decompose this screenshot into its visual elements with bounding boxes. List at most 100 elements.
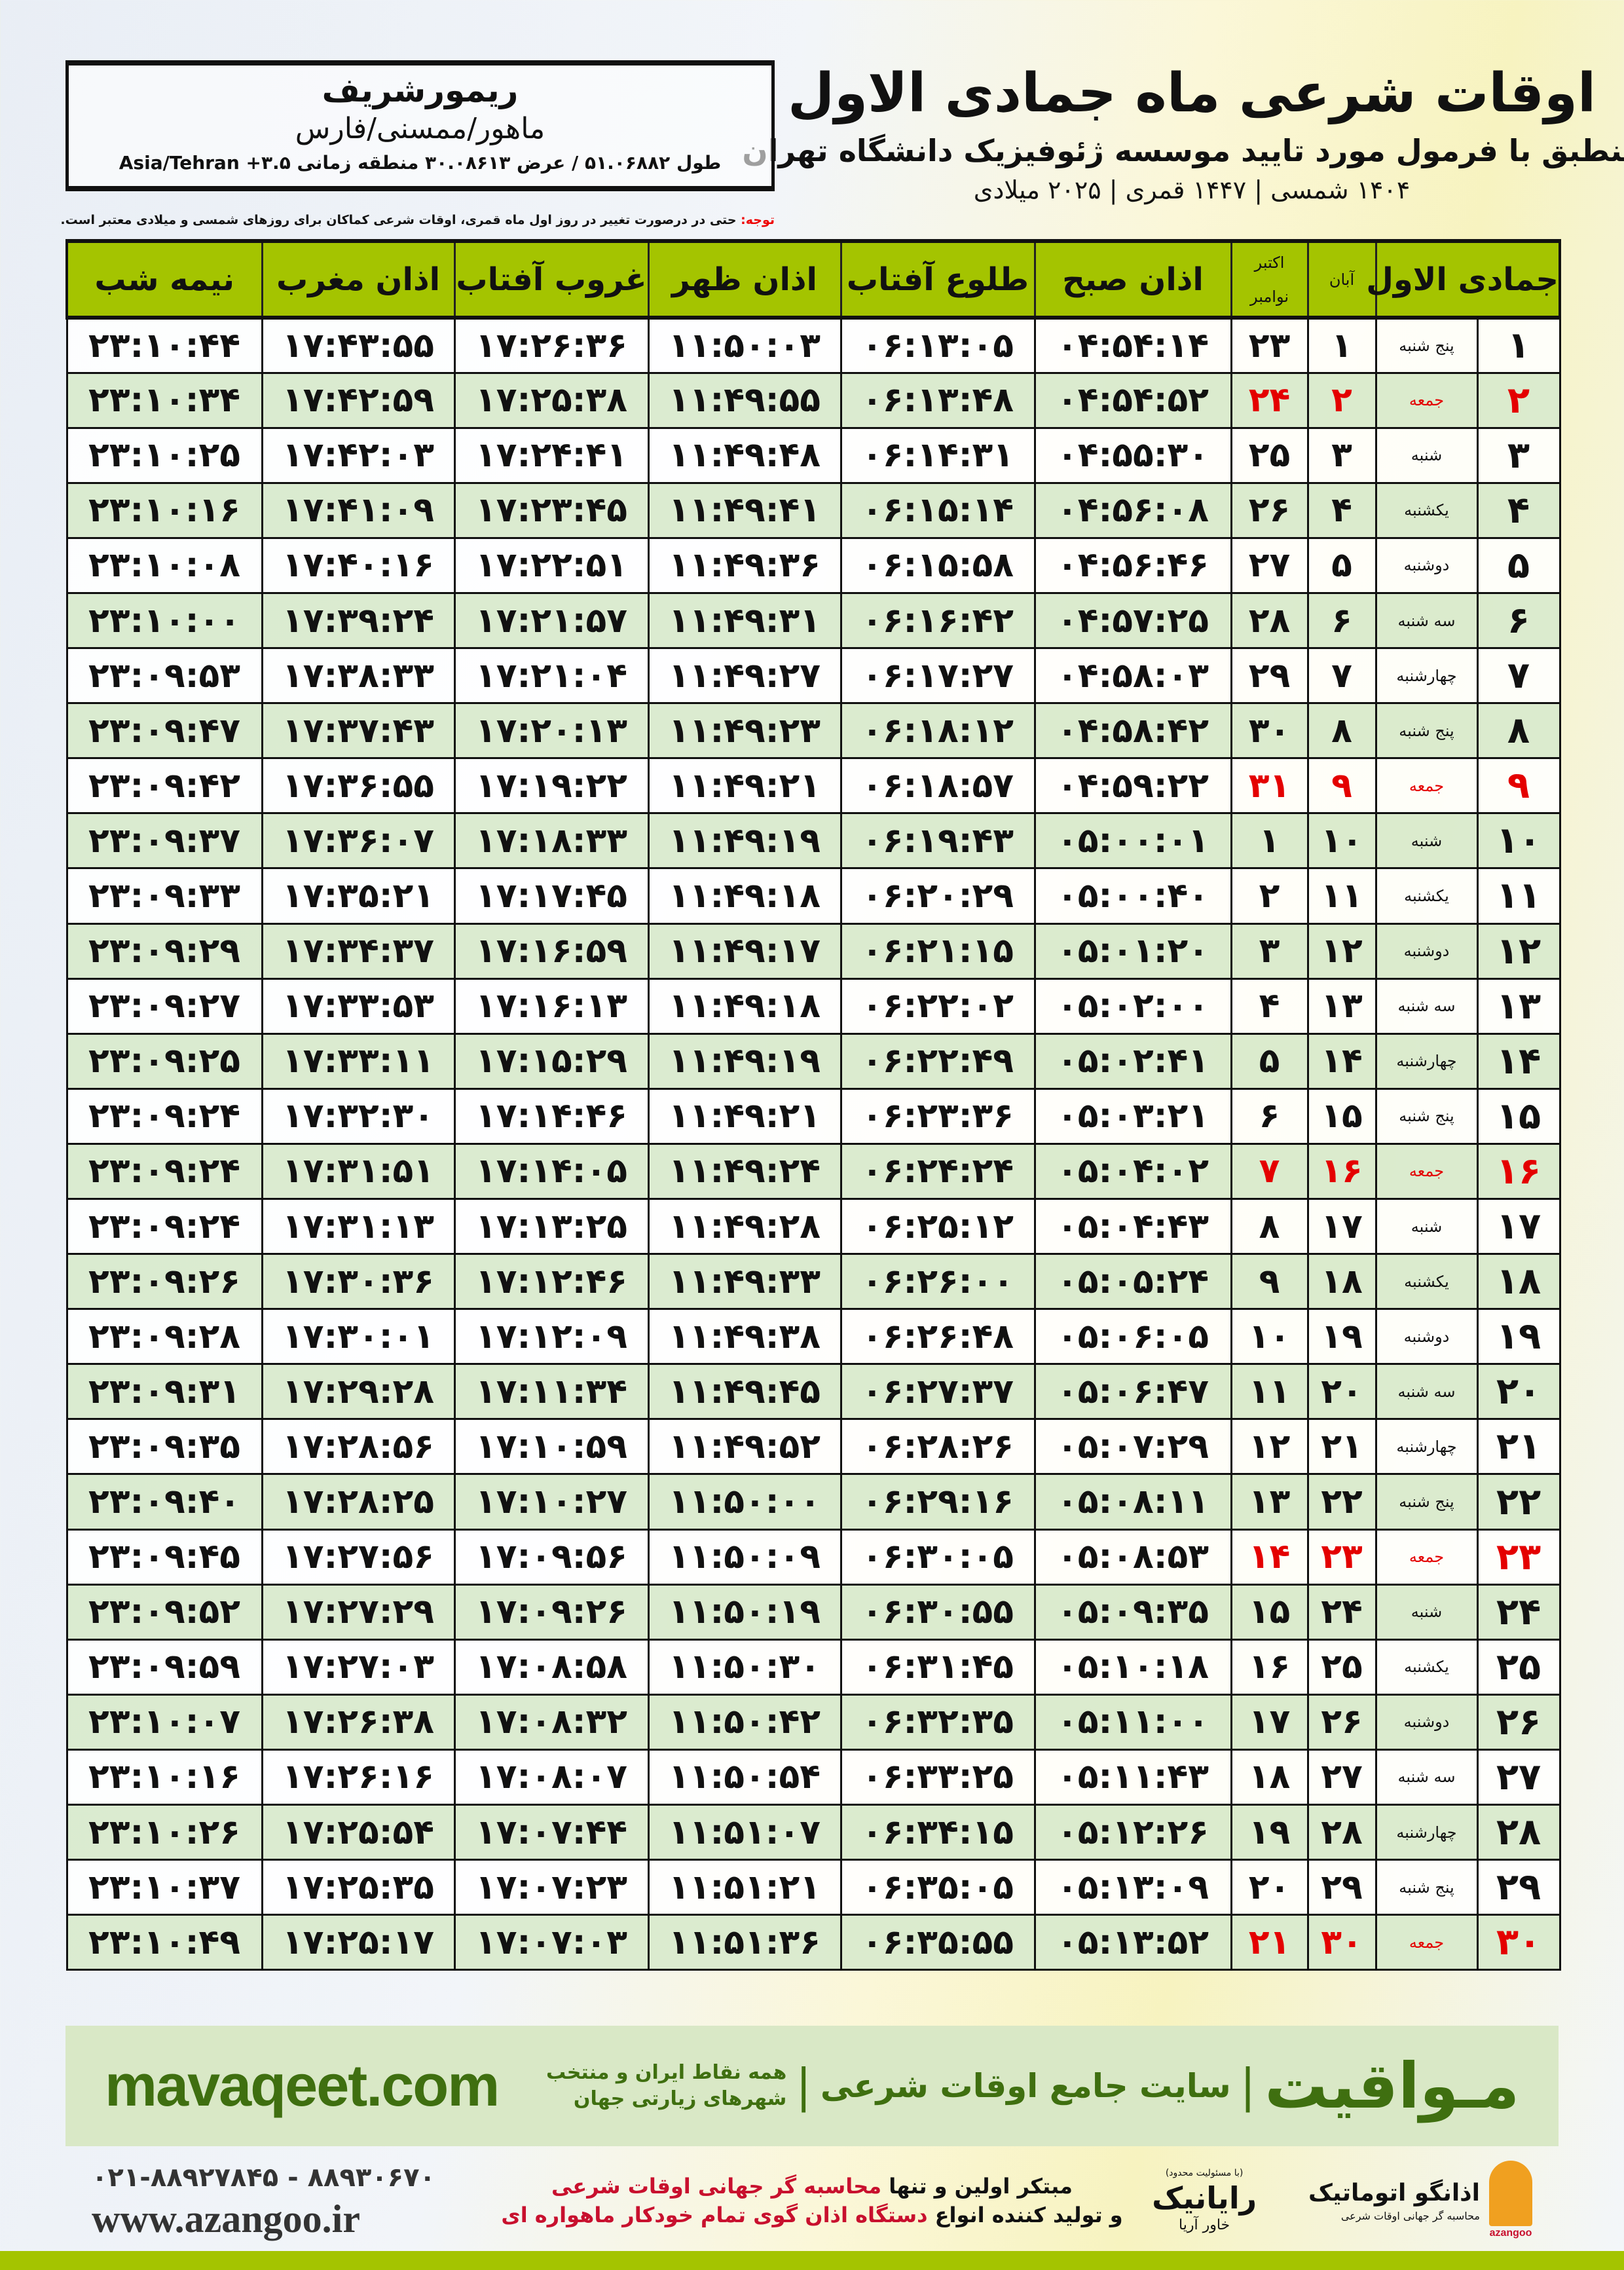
hijri-day: ۱۴ bbox=[1476, 1032, 1561, 1090]
table-row: ۲۰ سه شنبه ۲۰ ۱۱ ۰۵:۰۶:۴۷ ۰۶:۲۷:۳۷ ۱۱:۴۹:۴۵ ۱۷:… bbox=[65, 1363, 1561, 1421]
midnight-time: ۲۳:۰۹:۳۱ bbox=[65, 1363, 263, 1421]
bottom-bar bbox=[0, 2251, 1624, 2270]
note-text: حتی در درصورت تغییر در روز اول ماه قمری،… bbox=[60, 213, 741, 227]
midnight-time: ۲۳:۱۰:۲۵ bbox=[65, 426, 263, 484]
table-row: ۱۴ چهارشنبه ۱۴ ۵ ۰۵:۰۲:۴۱ ۰۶:۲۲:۴۹ ۱۱:۴۹:۱۹ ۱۷:… bbox=[65, 1032, 1561, 1090]
aban-day: ۲۸ bbox=[1306, 1804, 1377, 1861]
midnight-time: ۲۳:۰۹:۲۷ bbox=[65, 977, 263, 1035]
sunset-time: ۱۷:۰۸:۰۷ bbox=[453, 1748, 650, 1806]
sunset-time: ۱۷:۰۹:۲۶ bbox=[453, 1583, 650, 1641]
hijri-day: ۲۸ bbox=[1476, 1804, 1561, 1861]
maghrib-time: ۱۷:۴۰:۱۶ bbox=[261, 536, 456, 594]
maghrib-time: ۱۷:۳۱:۱۳ bbox=[261, 1197, 456, 1256]
midnight-time: ۲۳:۰۹:۴۰ bbox=[65, 1473, 263, 1531]
dhuhr-time: ۱۱:۴۹:۴۱ bbox=[647, 481, 842, 539]
sunrise-time: ۰۶:۱۶:۴۲ bbox=[840, 591, 1036, 650]
midnight-time: ۲۳:۰۹:۴۵ bbox=[65, 1528, 263, 1586]
fajr-time: ۰۵:۰۵:۲۴ bbox=[1033, 1253, 1232, 1311]
fajr-time: ۰۵:۱۳:۵۲ bbox=[1033, 1914, 1232, 1971]
aban-day: ۶ bbox=[1306, 591, 1377, 650]
dhuhr-time: ۱۱:۵۰:۰۰ bbox=[647, 1473, 842, 1531]
aban-day: ۲۰ bbox=[1306, 1363, 1377, 1421]
azangoo-logo: azangoo اذانگو اتوماتیک محاسبه گر جهانی … bbox=[1275, 2161, 1532, 2241]
aban-day: ۱۵ bbox=[1306, 1087, 1377, 1145]
azangoo-link[interactable]: www.azangoo.ir bbox=[92, 2197, 360, 2241]
sunrise-time: ۰۶:۱۵:۱۴ bbox=[840, 481, 1036, 539]
weekday: چهارشنبه bbox=[1375, 1418, 1479, 1476]
midnight-time: ۲۳:۱۰:۱۶ bbox=[65, 481, 263, 539]
fajr-time: ۰۴:۵۶:۰۸ bbox=[1033, 481, 1232, 539]
hijri-day: ۲۴ bbox=[1476, 1583, 1561, 1641]
dhuhr-time: ۱۱:۵۰:۱۹ bbox=[647, 1583, 842, 1641]
dhuhr-time: ۱۱:۴۹:۳۸ bbox=[647, 1308, 842, 1366]
header-midnight: نیمه شب bbox=[65, 239, 262, 320]
fajr-time: ۰۵:۰۷:۲۹ bbox=[1033, 1418, 1232, 1476]
sunset-time: ۱۷:۱۳:۲۵ bbox=[453, 1197, 650, 1256]
hijri-day: ۱۰ bbox=[1476, 812, 1561, 870]
weekday: یکشنبه bbox=[1375, 481, 1479, 539]
aban-day: ۴ bbox=[1306, 481, 1377, 539]
dhuhr-time: ۱۱:۴۹:۲۱ bbox=[647, 1087, 842, 1145]
separator: | bbox=[796, 2059, 811, 2113]
hijri-day: ۱۹ bbox=[1476, 1308, 1561, 1366]
weekday: جمعه bbox=[1375, 757, 1479, 815]
aban-day: ۳۰ bbox=[1306, 1914, 1377, 1971]
coordinates: طول ۵۱.۰۶۸۸۲ / عرض ۳۰.۰۸۶۱۳ منطقه زمانی … bbox=[119, 152, 722, 174]
rayanik-name: رایانیک bbox=[1152, 2180, 1257, 2216]
midnight-time: ۲۳:۰۹:۵۳ bbox=[65, 647, 263, 705]
gregorian-day: ۶ bbox=[1230, 1087, 1309, 1145]
sunset-time: ۱۷:۱۴:۴۶ bbox=[453, 1087, 650, 1145]
table-row: ۲۹ پنج شنبه ۲۹ ۲۰ ۰۵:۱۳:۰۹ ۰۶:۳۵:۰۵ ۱۱:۵۱:۲۱ ۱۷… bbox=[65, 1859, 1561, 1916]
table-row: ۱۶ جمعه ۱۶ ۷ ۰۵:۰۴:۰۲ ۰۶:۲۴:۲۴ ۱۱:۴۹:۲۴ ۱۷:۱۴:۰… bbox=[65, 1142, 1561, 1200]
gregorian-day: ۱۵ bbox=[1230, 1583, 1309, 1641]
gregorian-day: ۱۸ bbox=[1230, 1748, 1309, 1806]
table-row: ۲۵ یکشنبه ۲۵ ۱۶ ۰۵:۱۰:۱۸ ۰۶:۳۱:۴۵ ۱۱:۵۰:۳۰ ۱۷:۰… bbox=[65, 1638, 1561, 1696]
fajr-time: ۰۴:۵۸:۴۲ bbox=[1033, 702, 1232, 760]
weekday: دوشنبه bbox=[1375, 1693, 1479, 1751]
hijri-day: ۳ bbox=[1476, 426, 1561, 484]
azangoo-en: azangoo bbox=[1489, 2227, 1532, 2239]
location-box: ریمورشریف ماهور/ممسنی/فارس طول ۵۱.۰۶۸۸۲ … bbox=[65, 60, 775, 191]
ad-highlight: دستگاه اذان گوی تمام خودکار ماهواره ای bbox=[501, 2203, 928, 2227]
aban-day: ۱۹ bbox=[1306, 1308, 1377, 1366]
dhuhr-time: ۱۱:۵۰:۳۰ bbox=[647, 1638, 842, 1696]
fajr-time: ۰۴:۵۴:۱۴ bbox=[1033, 316, 1232, 374]
hijri-day: ۲۷ bbox=[1476, 1748, 1561, 1806]
gregorian-day: ۱۹ bbox=[1230, 1804, 1309, 1861]
maghrib-time: ۱۷:۲۷:۵۶ bbox=[261, 1528, 456, 1586]
sunset-time: ۱۷:۱۷:۴۵ bbox=[453, 867, 650, 925]
dhuhr-time: ۱۱:۴۹:۲۴ bbox=[647, 1142, 842, 1200]
sunrise-time: ۰۶:۱۷:۲۷ bbox=[840, 647, 1036, 705]
midnight-time: ۲۳:۰۹:۲۵ bbox=[65, 1032, 263, 1090]
aban-day: ۱۳ bbox=[1306, 977, 1377, 1035]
phone-numbers: ۰۲۱-۸۸۹۲۷۸۴۵ - ۸۸۹۳۰۶۷۰ bbox=[92, 2163, 435, 2193]
sunset-time: ۱۷:۱۶:۵۹ bbox=[453, 922, 650, 980]
hijri-day: ۹ bbox=[1476, 757, 1561, 815]
sponsor-strip: ۰۲۱-۸۸۹۲۷۸۴۵ - ۸۸۹۳۰۶۷۰ www.azangoo.ir م… bbox=[65, 2155, 1559, 2246]
sunrise-time: ۰۶:۱۸:۱۲ bbox=[840, 702, 1036, 760]
sunrise-time: ۰۶:۳۵:۵۵ bbox=[840, 1914, 1036, 1971]
dhuhr-time: ۱۱:۴۹:۴۵ bbox=[647, 1363, 842, 1421]
weekday: پنج شنبه bbox=[1375, 316, 1479, 374]
sunrise-time: ۰۶:۱۳:۰۵ bbox=[840, 316, 1036, 374]
midnight-time: ۲۳:۰۹:۲۴ bbox=[65, 1142, 263, 1200]
mavaqeet-link[interactable]: mavaqeet.com bbox=[105, 2053, 500, 2119]
aban-day: ۲۶ bbox=[1306, 1693, 1377, 1751]
mavaqeet-slogan: مـواقیت | سایت جامع اوقات شرعی | همه نقا… bbox=[498, 2049, 1519, 2123]
gregorian-day: ۳ bbox=[1230, 922, 1309, 980]
sunrise-time: ۰۶:۳۴:۱۵ bbox=[840, 1804, 1036, 1861]
table-row: ۱۳ سه شنبه ۱۳ ۴ ۰۵:۰۲:۰۰ ۰۶:۲۲:۰۲ ۱۱:۴۹:۱۸ ۱۷:۱… bbox=[65, 977, 1561, 1035]
header-maghrib: اذان مغرب bbox=[261, 239, 454, 320]
gregorian-day: ۱۰ bbox=[1230, 1308, 1309, 1366]
sunrise-time: ۰۶:۱۸:۵۷ bbox=[840, 757, 1036, 815]
maghrib-time: ۱۷:۳۳:۱۱ bbox=[261, 1032, 456, 1090]
sunset-time: ۱۷:۰۸:۵۸ bbox=[453, 1638, 650, 1696]
weekday: پنج شنبه bbox=[1375, 1087, 1479, 1145]
fajr-time: ۰۵:۱۱:۰۰ bbox=[1033, 1693, 1232, 1751]
sunrise-time: ۰۶:۲۱:۱۵ bbox=[840, 922, 1036, 980]
midnight-time: ۲۳:۰۹:۳۳ bbox=[65, 867, 263, 925]
sunrise-time: ۰۶:۱۵:۵۸ bbox=[840, 536, 1036, 594]
aban-day: ۹ bbox=[1306, 757, 1377, 815]
hijri-day: ۲ bbox=[1476, 371, 1561, 429]
gregorian-day: ۲۷ bbox=[1230, 536, 1309, 594]
